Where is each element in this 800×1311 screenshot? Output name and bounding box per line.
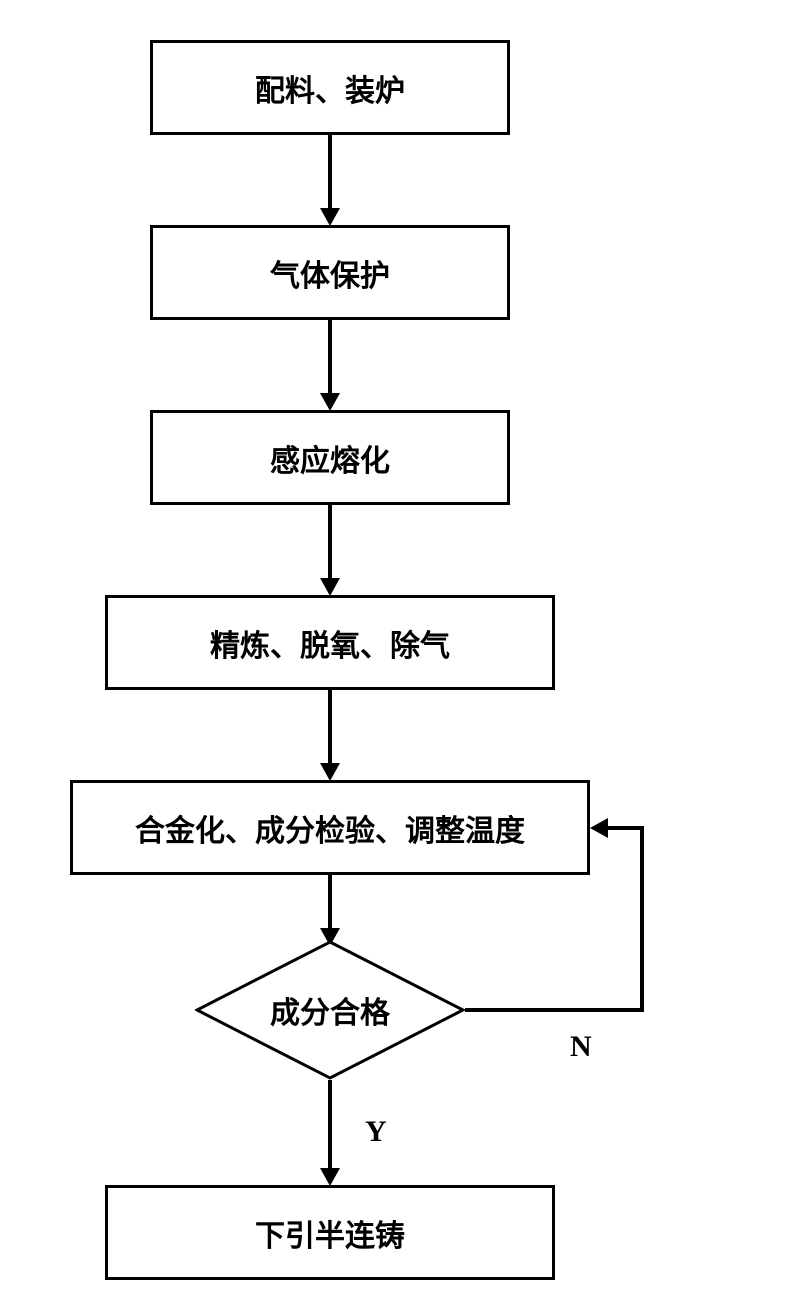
feedback-line-h1 <box>465 1008 643 1012</box>
arrow-line <box>328 505 332 580</box>
process-box-gas-protection: 气体保护 <box>150 225 510 320</box>
arrow-head <box>320 578 340 596</box>
flowchart-container: 配料、装炉 气体保护 感应熔化 精炼、脱氧、除气 合金化、成分检验、调整温度 成… <box>0 0 800 1311</box>
process-box-refining: 精炼、脱氧、除气 <box>105 595 555 690</box>
arrow-head <box>320 393 340 411</box>
process-label: 下引半连铸 <box>255 1211 405 1255</box>
yes-label: Y <box>365 1115 387 1149</box>
arrow-line <box>328 875 332 930</box>
arrow-line <box>328 135 332 210</box>
process-label: 气体保护 <box>270 251 390 295</box>
feedback-line-h2 <box>605 826 644 830</box>
process-box-casting: 下引半连铸 <box>105 1185 555 1280</box>
feedback-arrow-head <box>590 818 608 838</box>
arrow-line <box>328 690 332 765</box>
process-box-induction-melting: 感应熔化 <box>150 410 510 505</box>
feedback-line-v <box>640 826 644 1012</box>
arrow-head <box>320 763 340 781</box>
process-label: 精炼、脱氧、除气 <box>210 621 450 665</box>
process-box-batching: 配料、装炉 <box>150 40 510 135</box>
decision-label: 成分合格 <box>195 940 465 1080</box>
arrow-line <box>328 320 332 395</box>
no-label: N <box>570 1030 592 1064</box>
decision-box-composition: 成分合格 <box>195 940 465 1080</box>
process-box-alloying: 合金化、成分检验、调整温度 <box>70 780 590 875</box>
arrow-head <box>320 1168 340 1186</box>
arrow-line <box>328 1080 332 1170</box>
process-label: 配料、装炉 <box>255 66 405 110</box>
process-label: 合金化、成分检验、调整温度 <box>135 806 525 850</box>
arrow-head <box>320 208 340 226</box>
process-label: 感应熔化 <box>270 436 390 480</box>
